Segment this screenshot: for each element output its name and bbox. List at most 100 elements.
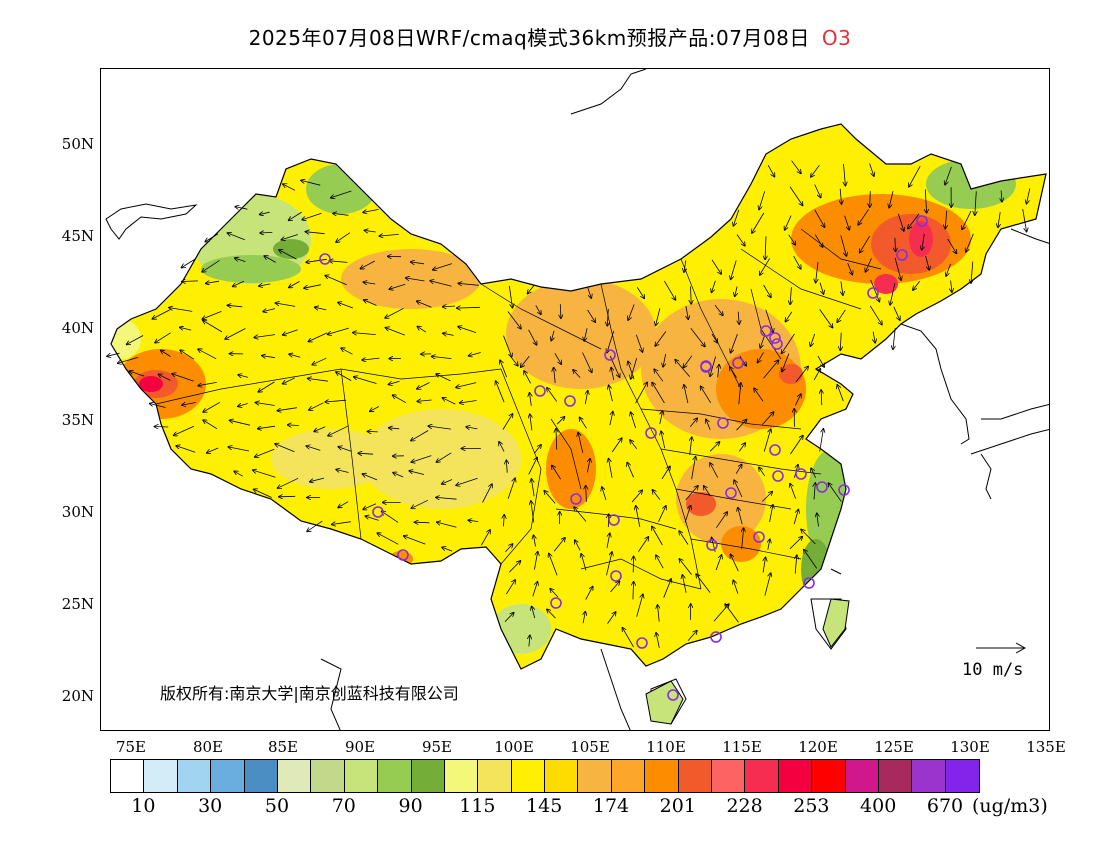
wind-vector	[873, 331, 875, 343]
station-marker	[732, 357, 744, 369]
wind-vector	[504, 613, 514, 622]
wind-vector	[202, 311, 222, 319]
wind-vector	[847, 262, 853, 275]
wind-vector	[385, 328, 405, 336]
wind-vector	[365, 516, 379, 521]
wind-vector	[762, 412, 773, 425]
wind-vector	[389, 283, 406, 289]
lat-label-25n: 25N	[61, 595, 94, 613]
wind-vector	[206, 281, 220, 283]
wind-vector	[814, 184, 821, 198]
wind-vector	[411, 430, 429, 441]
wind-vector	[869, 163, 874, 177]
legend-swatch	[578, 760, 612, 792]
wind-vector	[731, 555, 739, 572]
wind-vector	[609, 385, 613, 402]
wind-vector	[631, 490, 642, 503]
wind-vector	[457, 307, 480, 308]
wind-vector	[528, 458, 538, 475]
wind-vector	[714, 304, 723, 315]
wind-vector	[411, 262, 425, 264]
legend-swatch	[311, 760, 345, 792]
wind-vector	[442, 398, 456, 405]
legend-swatch	[411, 760, 445, 792]
lat-label-35n: 35N	[61, 411, 94, 429]
wind-vector	[658, 506, 666, 522]
wind-vector	[505, 544, 513, 553]
wind-vector	[528, 329, 537, 345]
wind-vector	[611, 438, 622, 453]
province-boundaries	[155, 228, 882, 590]
wind-vector	[711, 259, 721, 274]
wind-vector	[155, 332, 171, 343]
wind-vector	[734, 480, 743, 498]
wind-vector	[308, 332, 328, 342]
wind-vector	[685, 486, 698, 501]
wind-vector	[652, 527, 663, 546]
lon-label-115e: 115E	[722, 738, 762, 756]
wind-vector	[411, 499, 428, 508]
lat-label-20n: 20N	[61, 687, 94, 705]
wind-vector	[962, 210, 972, 229]
wind-vector	[947, 238, 957, 254]
wind-vector	[663, 579, 672, 598]
wind-vector	[370, 406, 380, 412]
wind-vector	[460, 401, 477, 404]
wind-vector	[664, 280, 675, 300]
wind-vector	[385, 307, 404, 318]
map-panel[interactable]	[100, 68, 1050, 731]
wind-vector	[182, 258, 197, 268]
wind-vector	[259, 284, 271, 286]
legend-tick-label: 30	[198, 795, 223, 817]
wind-vector	[436, 374, 451, 382]
wind-vector	[715, 555, 722, 571]
wind-vector	[264, 256, 276, 263]
wind-vector	[547, 388, 558, 402]
wind-vector	[894, 257, 901, 280]
wind-vector	[765, 309, 773, 333]
wind-vector	[329, 261, 348, 263]
wind-vector	[254, 489, 272, 498]
wind-vector	[837, 385, 844, 402]
wind-vector	[560, 304, 561, 318]
wind-vector	[679, 531, 689, 545]
wind-vector	[951, 280, 952, 293]
wind-vector	[289, 281, 300, 287]
wind-vector	[547, 609, 556, 619]
wind-vector	[508, 285, 512, 308]
station-marker	[725, 487, 737, 499]
wind-vector	[739, 383, 741, 405]
wind-vector	[336, 232, 351, 243]
wind-vector	[754, 388, 764, 402]
wind-vector	[354, 377, 377, 384]
station-marker	[608, 514, 620, 526]
wind-vector	[893, 306, 900, 320]
wind-vector	[609, 412, 613, 426]
wind-vector	[893, 328, 895, 349]
wind-vector	[788, 234, 796, 245]
wind-vector	[581, 554, 587, 571]
copyright-notice: 版权所有:南京大学|南京创蓝科技有限公司	[160, 684, 459, 703]
wind-vector	[417, 326, 427, 333]
wind-vector	[790, 287, 791, 304]
wind-vector	[817, 355, 824, 367]
legend-swatch	[712, 760, 746, 792]
wind-vector	[503, 335, 512, 357]
wind-vector	[305, 232, 325, 234]
legend-tick-label: 201	[659, 795, 696, 817]
wind-vector	[706, 419, 711, 430]
wind-vector	[718, 365, 719, 378]
wind-vector	[767, 165, 774, 177]
wind-vector	[837, 309, 846, 322]
wind-vector	[810, 333, 816, 346]
wind-vector	[890, 283, 896, 305]
wind-vector	[638, 537, 648, 552]
wind-vector	[550, 589, 559, 598]
wind-vector	[701, 386, 712, 404]
wind-vector	[225, 328, 246, 340]
wind-vector	[586, 486, 587, 502]
wind-vector	[336, 470, 349, 473]
wind-vector	[443, 306, 456, 307]
wind-vector	[315, 307, 327, 310]
wind-vector	[909, 165, 921, 187]
